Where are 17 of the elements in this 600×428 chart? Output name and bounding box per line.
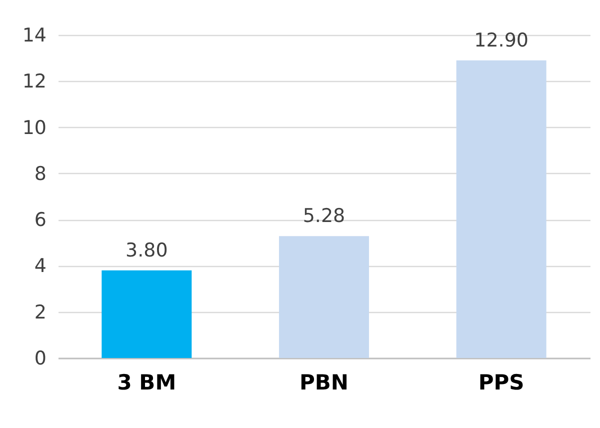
- bar: [456, 60, 546, 358]
- y-tick-label: 4: [34, 255, 46, 278]
- y-tick-label: 8: [34, 162, 46, 185]
- y-tick-label: 0: [34, 348, 46, 370]
- data-label: 3.80: [126, 239, 168, 262]
- data-label: 5.28: [302, 205, 346, 228]
- bar: [102, 270, 192, 358]
- x-tick-label: PBN: [300, 370, 348, 394]
- y-tick-label: 10: [22, 116, 46, 139]
- data-label: 12.90: [474, 29, 529, 52]
- y-tick-label: 6: [34, 209, 46, 232]
- y-tick-label: 2: [34, 301, 46, 324]
- y-tick-label: 14: [22, 24, 46, 46]
- bar: [279, 236, 369, 358]
- y-tick-label: 12: [22, 70, 46, 93]
- x-tick-label: PPS: [478, 370, 524, 394]
- x-tick-label: 3 BM: [117, 370, 176, 394]
